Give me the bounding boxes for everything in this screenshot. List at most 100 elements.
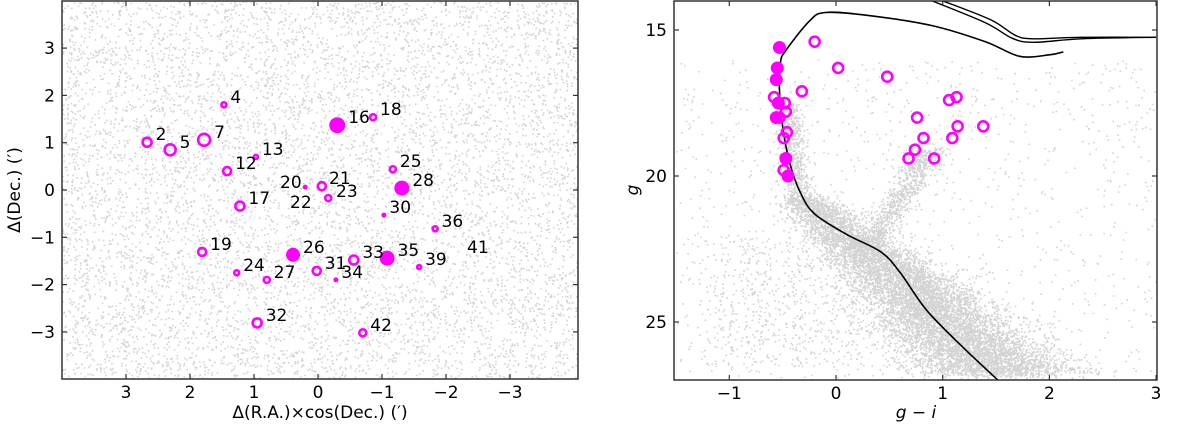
- y-tick-label: 0: [44, 181, 55, 201]
- star-id-label: 26: [303, 238, 325, 258]
- x-tick-label: −1: [369, 383, 394, 403]
- member-star-marker: [163, 142, 177, 157]
- y-tick-label: 20: [645, 167, 667, 187]
- member-star-marker: [379, 250, 395, 266]
- member-star-marker: [329, 117, 346, 134]
- star-id-label: 17: [248, 189, 270, 209]
- member-cmd-marker: [773, 111, 786, 124]
- star-id-label: 36: [442, 212, 464, 232]
- star-id-label: 19: [210, 235, 232, 255]
- star-id-label: 22: [290, 193, 312, 213]
- star-id-label: 21: [329, 169, 351, 189]
- star-id-label: 4: [230, 88, 241, 108]
- x-axis-ticks: 3 2 1 0 −1 −2 −3: [121, 1, 523, 403]
- member-star-marker: [431, 224, 439, 233]
- member-cmd-marker: [880, 70, 894, 84]
- member-star-marker: [368, 112, 378, 122]
- member-cmd-marker: [795, 85, 809, 98]
- y-tick-label: 25: [645, 313, 667, 333]
- member-cmd-marker: [770, 61, 784, 75]
- x-axis-label: Δ(R.A.)×cos(Dec.) (′): [232, 403, 407, 423]
- member-cmd-marker: [950, 90, 963, 104]
- star-id-label: 18: [380, 100, 402, 120]
- member-star-marker: [196, 246, 208, 258]
- x-tick-label: 3: [121, 383, 132, 403]
- star-id-label: 34: [341, 263, 363, 283]
- member-star-marker: [251, 317, 264, 329]
- member-star-marker: [388, 164, 398, 174]
- y-tick-label: −2: [30, 276, 55, 296]
- x-axis-ticks: −1 0 1 2 3: [717, 1, 1162, 404]
- member-cmd-marker: [951, 120, 964, 133]
- member-cmd-marker: [779, 151, 793, 165]
- member-cmd-marker: [976, 120, 990, 133]
- star-id-label: 35: [398, 241, 420, 261]
- y-tick-label: 15: [645, 21, 667, 41]
- member-cmd-scatter: [767, 35, 990, 183]
- member-cmd-marker: [777, 131, 791, 145]
- star-id-label: 23: [336, 182, 358, 202]
- x-tick-label: 3: [1151, 384, 1162, 404]
- member-cmd-marker: [772, 41, 786, 55]
- star-id-label: 5: [180, 133, 191, 153]
- star-id-label: 7: [214, 123, 225, 143]
- field-cmd-scatter: [676, 59, 1157, 380]
- x-tick-label: 0: [831, 384, 842, 404]
- star-id-label: 31: [325, 254, 347, 274]
- member-star-marker: [311, 265, 323, 277]
- y-axis-ticks: 15 20 25: [645, 21, 1157, 333]
- member-star-marker: [357, 328, 368, 338]
- member-cmd-marker: [946, 131, 959, 145]
- y-tick-label: 2: [44, 86, 55, 106]
- isochrone-curve: [778, 1, 1157, 380]
- y-axis-label: g: [623, 184, 643, 195]
- y-tick-label: 1: [44, 134, 55, 154]
- member-stars-scatter: [141, 101, 439, 338]
- star-id-label: 20: [280, 173, 302, 193]
- x-tick-label: 1: [249, 383, 260, 403]
- member-cmd-marker: [910, 111, 924, 124]
- member-star-marker: [302, 184, 308, 190]
- member-star-marker: [348, 254, 360, 266]
- star-id-label: 41: [467, 238, 489, 258]
- y-tick-label: 3: [44, 39, 55, 59]
- star-id-label: 13: [262, 140, 284, 160]
- star-id-label: 39: [425, 250, 447, 270]
- y-tick-label: −3: [30, 323, 55, 343]
- member-cmd-marker: [831, 61, 845, 75]
- member-cmd-marker: [927, 152, 941, 165]
- x-tick-label: −1: [717, 384, 742, 404]
- x-tick-label: 1: [937, 384, 948, 404]
- star-id-label: 27: [274, 263, 296, 283]
- member-cmd-marker: [917, 131, 930, 145]
- member-star-marker: [262, 275, 272, 285]
- member-cmd-marker: [908, 143, 922, 157]
- star-id-label: 30: [389, 198, 411, 218]
- y-axis-label: Δ(Dec.) (′): [5, 147, 25, 233]
- member-star-marker: [333, 277, 339, 283]
- x-tick-label: −3: [497, 383, 522, 403]
- member-star-marker: [394, 180, 410, 196]
- member-star-marker: [232, 268, 241, 277]
- cmd-frame: [673, 0, 1158, 381]
- star-id-label: 12: [235, 154, 257, 174]
- member-cmd-marker: [902, 152, 915, 165]
- star-id-label: 25: [400, 152, 422, 172]
- member-cmd-marker: [781, 169, 795, 183]
- star-id-label: 2: [156, 125, 167, 145]
- member-star-marker: [220, 101, 228, 109]
- member-star-marker: [252, 153, 260, 161]
- member-star-marker: [415, 263, 423, 271]
- member-star-marker: [141, 136, 153, 149]
- member-star-marker: [196, 132, 212, 148]
- member-star-marker: [286, 247, 301, 262]
- member-star-marker: [381, 212, 387, 218]
- x-tick-label: 2: [185, 383, 196, 403]
- member-cmd-marker: [769, 73, 783, 87]
- x-tick-label: −2: [433, 383, 458, 403]
